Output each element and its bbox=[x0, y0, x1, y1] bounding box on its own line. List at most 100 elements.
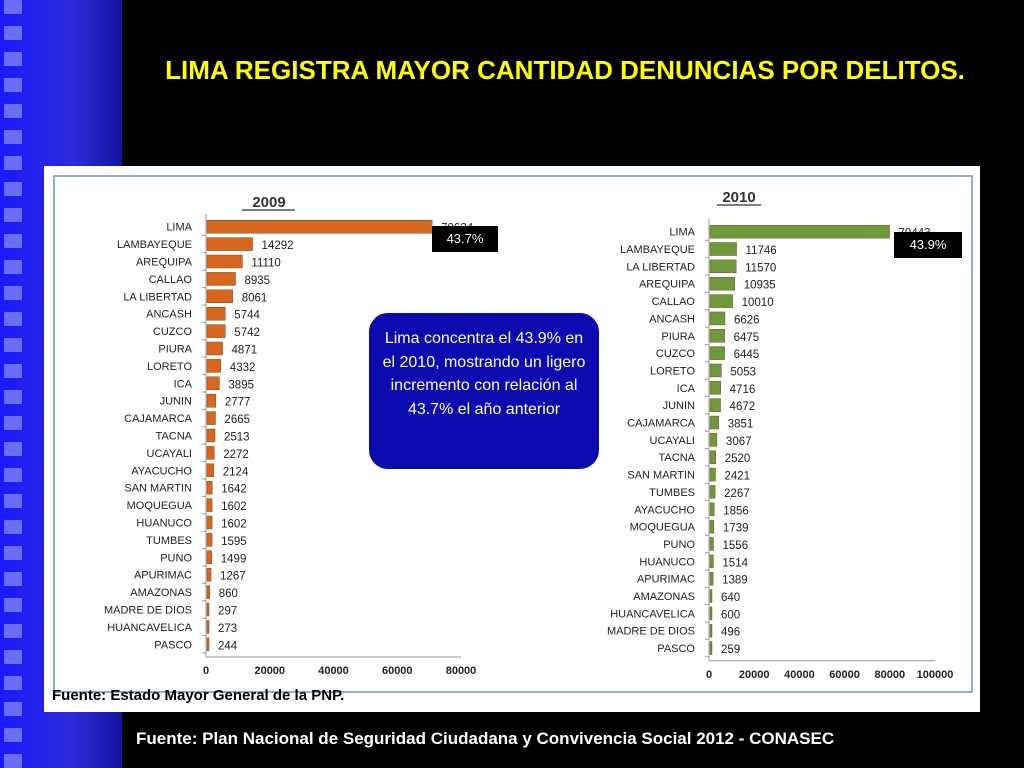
bar-2009-tumbes bbox=[206, 533, 213, 547]
data-label: 1389 bbox=[722, 575, 748, 587]
category-label: TUMBES bbox=[146, 535, 192, 547]
category-label: PASCO bbox=[154, 639, 192, 651]
bar-2010-cuzco bbox=[709, 346, 725, 360]
data-label: 6475 bbox=[734, 332, 760, 344]
bar-2010-huanuco bbox=[709, 554, 714, 569]
data-label: 6445 bbox=[734, 349, 760, 361]
bar-2010-pasco bbox=[709, 641, 713, 655]
category-label: ICA bbox=[677, 383, 696, 395]
category-label: PUNO bbox=[663, 539, 695, 551]
decorative-squares bbox=[4, 0, 22, 768]
x-tick-label: 80000 bbox=[446, 665, 477, 677]
data-label: 1556 bbox=[723, 540, 749, 552]
data-label: 2267 bbox=[724, 488, 750, 500]
category-label: PIURA bbox=[661, 331, 695, 343]
category-label: LA LIBERTAD bbox=[123, 291, 192, 303]
slide-title: LIMA REGISTRA MAYOR CANTIDAD DENUNCIAS P… bbox=[165, 55, 965, 85]
category-label: CAJAMARCA bbox=[627, 418, 696, 430]
footer-source: Fuente: Plan Nacional de Seguridad Ciuda… bbox=[136, 729, 835, 748]
bar-2010-tacna bbox=[709, 450, 716, 464]
data-label: 2421 bbox=[724, 471, 750, 483]
bar-2009-san-martin bbox=[206, 481, 213, 495]
charts-svg: 2009LIMA70634LAMBAYEQUE14292AREQUIPA1111… bbox=[104, 189, 954, 681]
data-label: 1602 bbox=[221, 501, 247, 513]
bar-2010-la-libertad bbox=[709, 259, 737, 274]
category-label: LORETO bbox=[147, 361, 192, 373]
data-label: 2124 bbox=[223, 466, 249, 478]
data-label: 3851 bbox=[728, 419, 754, 431]
data-label: 860 bbox=[219, 588, 238, 600]
data-label: 10935 bbox=[744, 280, 776, 292]
bar-2009-apurimac bbox=[206, 568, 212, 582]
x-tick-label: 40000 bbox=[318, 665, 349, 677]
chart-title-2010: 2010 bbox=[722, 189, 755, 206]
category-label: MADRE DE DIOS bbox=[104, 605, 192, 617]
data-label: 11746 bbox=[746, 245, 777, 257]
bar-2010-tumbes bbox=[709, 485, 716, 499]
x-tick-label: 100000 bbox=[917, 669, 954, 681]
bar-2009-la-libertad bbox=[206, 289, 233, 304]
data-label: 4332 bbox=[230, 362, 256, 374]
data-label: 3067 bbox=[726, 436, 752, 448]
pct-badge-2010: 43.9% bbox=[894, 232, 962, 258]
category-label: TACNA bbox=[659, 452, 696, 464]
category-label: PUNO bbox=[160, 552, 192, 564]
bar-2009-cuzco bbox=[206, 324, 226, 338]
data-label: 1595 bbox=[221, 536, 247, 548]
data-label: 1642 bbox=[221, 484, 247, 496]
category-label: HUANUCO bbox=[639, 556, 695, 568]
bar-2009-ucayali bbox=[206, 446, 215, 460]
chart-title-2009: 2009 bbox=[252, 194, 285, 211]
category-label: UCAYALI bbox=[650, 435, 695, 447]
x-tick-label: 20000 bbox=[739, 669, 770, 681]
x-tick-label: 80000 bbox=[875, 669, 906, 681]
category-label: PASCO bbox=[657, 643, 695, 655]
data-label: 8061 bbox=[242, 292, 268, 304]
x-tick-label: 20000 bbox=[254, 665, 285, 677]
bar-2009-ayacucho bbox=[206, 463, 214, 477]
category-label: LIMA bbox=[166, 222, 192, 234]
chart-source: Fuente: Estado Mayor General de la PNP. bbox=[52, 687, 345, 704]
data-label: 1499 bbox=[221, 553, 247, 565]
data-label: 2665 bbox=[224, 414, 250, 426]
data-label: 2513 bbox=[224, 432, 250, 444]
data-label: 4871 bbox=[232, 345, 258, 357]
category-label: LAMBAYEQUE bbox=[620, 244, 695, 256]
bar-2009-madre-de-dios bbox=[206, 602, 210, 617]
data-label: 5742 bbox=[234, 327, 260, 339]
data-label: 6626 bbox=[734, 314, 760, 326]
data-label: 11570 bbox=[745, 262, 776, 274]
x-tick-label: 40000 bbox=[784, 669, 815, 681]
data-label: 5744 bbox=[234, 310, 260, 322]
bar-2009-piura bbox=[206, 341, 223, 356]
category-label: UCAYALI bbox=[147, 448, 192, 460]
bar-2009-pasco bbox=[206, 637, 210, 651]
data-label: 2777 bbox=[225, 397, 251, 409]
bar-2009-huanuco bbox=[206, 515, 213, 530]
x-tick-label: 60000 bbox=[829, 669, 860, 681]
category-label: LIMA bbox=[669, 227, 695, 239]
bar-2009-callao bbox=[206, 272, 236, 286]
data-label: 3895 bbox=[228, 379, 254, 391]
category-label: LORETO bbox=[650, 365, 695, 377]
bar-2010-cajamarca bbox=[709, 415, 719, 430]
x-tick-label: 0 bbox=[706, 669, 712, 681]
bar-2010-lima bbox=[709, 224, 890, 239]
bar-2010-apurimac bbox=[709, 571, 714, 586]
data-label: 14292 bbox=[262, 240, 294, 252]
bar-2009-loreto bbox=[206, 359, 222, 373]
pct-badge-2009: 43.7% bbox=[432, 226, 498, 252]
category-label: TACNA bbox=[156, 431, 193, 443]
bar-2010-loreto bbox=[709, 363, 722, 378]
category-label: CAJAMARCA bbox=[124, 413, 193, 425]
category-label: CALLAO bbox=[149, 274, 193, 286]
category-label: HUANCAVELICA bbox=[107, 622, 192, 634]
data-label: 1739 bbox=[723, 523, 749, 535]
category-label: LA LIBERTAD bbox=[626, 261, 695, 273]
bar-2009-ancash bbox=[206, 306, 226, 321]
category-label: HUANCAVELICA bbox=[610, 608, 695, 620]
data-label: 273 bbox=[218, 623, 237, 635]
bar-2010-callao bbox=[709, 294, 733, 308]
data-label: 2520 bbox=[725, 453, 751, 465]
data-label: 244 bbox=[218, 640, 238, 652]
